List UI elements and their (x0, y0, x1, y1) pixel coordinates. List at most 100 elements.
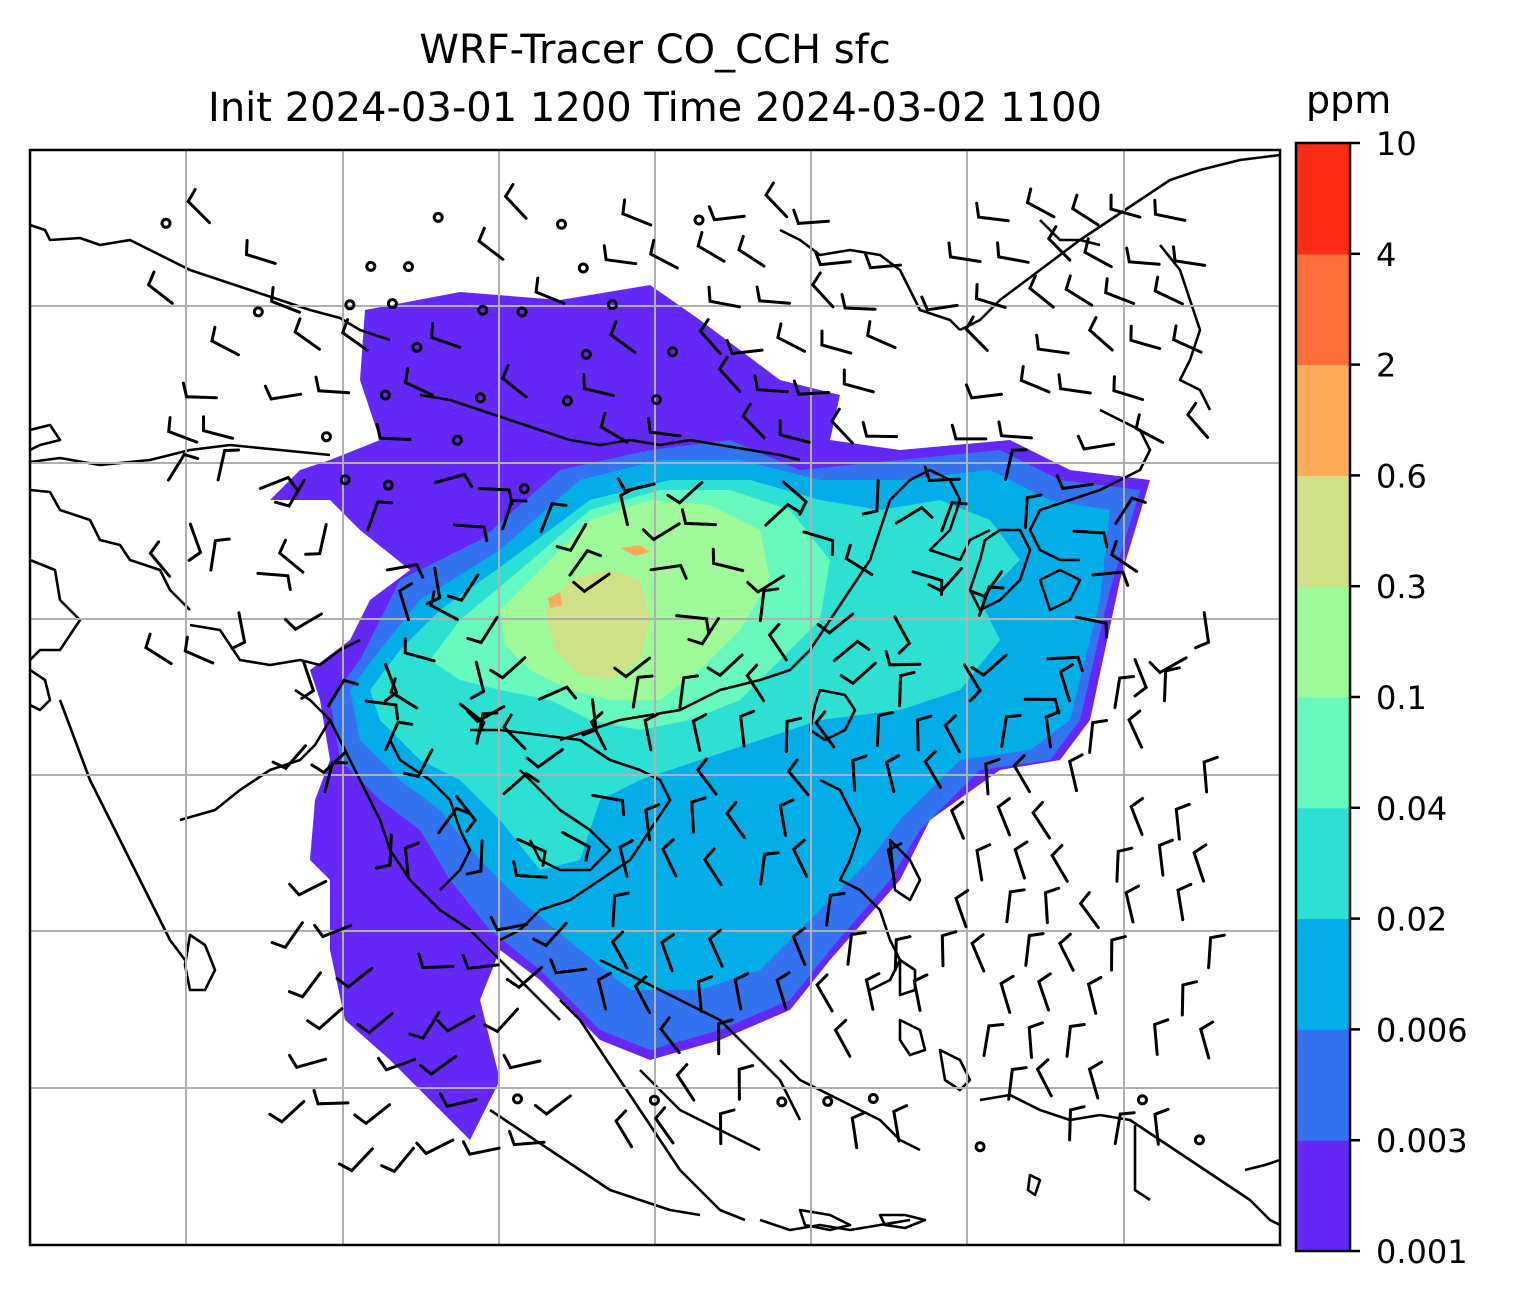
colorbar: 0.001 0.003 0.006 0.02 0.04 0.1 0.3 0.6 2 4 10 (1294, 125, 1468, 1271)
wind-barb (707, 205, 746, 222)
wind-barb (1024, 932, 1045, 967)
wind-barb (1067, 753, 1084, 793)
wind-barb (596, 971, 613, 1011)
calm-wind-marker (1137, 1094, 1148, 1106)
wind-barb (696, 231, 726, 263)
wind-barb (940, 500, 968, 533)
wind-barb (408, 1011, 441, 1040)
wind-barb (815, 973, 834, 1013)
wind-barb (268, 1100, 306, 1124)
wind-barb (1078, 891, 1100, 930)
wind-barb (923, 465, 961, 482)
wind-barb (288, 1053, 328, 1070)
wind-barb (706, 653, 744, 678)
calm-wind-marker (432, 211, 444, 223)
calm-wind-marker (386, 298, 398, 310)
wind-barb (830, 407, 854, 445)
wind-barb (502, 771, 540, 796)
wind-barb (802, 530, 835, 557)
wind-barb (1070, 193, 1100, 227)
calm-wind-marker (160, 217, 172, 229)
wind-barb (1129, 796, 1145, 837)
wind-barb (842, 368, 875, 394)
wind-barb (741, 402, 766, 440)
wind-barb (244, 239, 277, 265)
wind-barb (893, 935, 912, 972)
wind-barb (1207, 933, 1226, 970)
wind-barb (1192, 843, 1208, 883)
wind-barb (616, 477, 656, 493)
wind-barb (216, 448, 241, 482)
colorbar-tick-label: 0.04 (1376, 790, 1447, 828)
wind-barb (974, 283, 1007, 309)
wind-barb (1075, 615, 1109, 639)
wind-barb (641, 522, 681, 542)
wind-barb (312, 1088, 350, 1106)
wind-barb (187, 522, 203, 562)
calm-wind-marker (474, 392, 486, 404)
wind-barb (660, 838, 678, 878)
wind-barb (609, 320, 637, 355)
wind-barb (996, 797, 1011, 837)
wind-barb (893, 615, 912, 655)
wind-barb (927, 567, 963, 593)
wind-barb (374, 833, 393, 870)
wind-barb (725, 339, 764, 356)
wind-barb (430, 322, 462, 349)
colorbar-bin-0.3-0.6 (1296, 475, 1350, 587)
wind-barb (949, 800, 965, 840)
wind-barb (539, 502, 568, 534)
wind-barb (1012, 754, 1031, 794)
map-title-line-2: Init 2024-03-01 1200 Time 2024-03-02 110… (208, 85, 1102, 131)
wind-barb (707, 928, 724, 968)
wind-barb (1172, 324, 1203, 354)
wind-barb (469, 660, 486, 700)
wind-barb (1088, 719, 1109, 754)
wind-barb (702, 847, 723, 887)
wind-barb (1058, 663, 1074, 703)
wind-barb (356, 1012, 394, 1035)
wind-barb (415, 1138, 455, 1156)
wind-barb (999, 974, 1015, 1014)
wind-barb (997, 420, 1033, 440)
wind-barb (591, 793, 626, 817)
wind-barb (696, 757, 718, 796)
wind-barb (483, 1007, 519, 1034)
wind-barb (892, 1104, 909, 1143)
wind-barb (304, 523, 328, 556)
wind-barb (894, 505, 934, 525)
wind-barb (832, 639, 871, 662)
wind-barb (943, 714, 961, 754)
wind-barb (647, 416, 682, 438)
colorbar-bin-0.6-2 (1296, 364, 1350, 476)
wind-barb (666, 481, 704, 505)
wind-barb (148, 540, 172, 578)
wind-barb (434, 472, 474, 488)
wind-barb (643, 712, 660, 752)
colorbar-tick-label: 4 (1376, 236, 1396, 274)
wind-barb (864, 972, 881, 1011)
wind-barb (1019, 365, 1051, 394)
wind-barb (582, 373, 615, 398)
calm-wind-marker (411, 341, 423, 353)
wind-barb (1186, 401, 1210, 439)
wind-barb (1172, 245, 1207, 267)
wind-barb (599, 411, 629, 444)
wind-barb (1112, 375, 1145, 401)
wind-barb (146, 270, 174, 305)
wind-barb (610, 930, 629, 970)
colorbar-tick-label: 2 (1376, 347, 1396, 385)
wind-barb (839, 661, 877, 686)
wind-barb (256, 571, 292, 592)
wind-barb (675, 614, 711, 635)
wind-barb (915, 714, 933, 752)
wind-barb (183, 635, 215, 665)
wind-barb (861, 479, 880, 516)
wind-barb (691, 713, 708, 752)
wind-barb (429, 590, 459, 621)
wind-barb (1153, 198, 1187, 222)
plume-level-0.3 (545, 570, 650, 680)
colorbar-bin-0.04-0.1 (1296, 697, 1350, 809)
wind-barb (508, 1129, 546, 1147)
wind-barb (1025, 187, 1056, 219)
